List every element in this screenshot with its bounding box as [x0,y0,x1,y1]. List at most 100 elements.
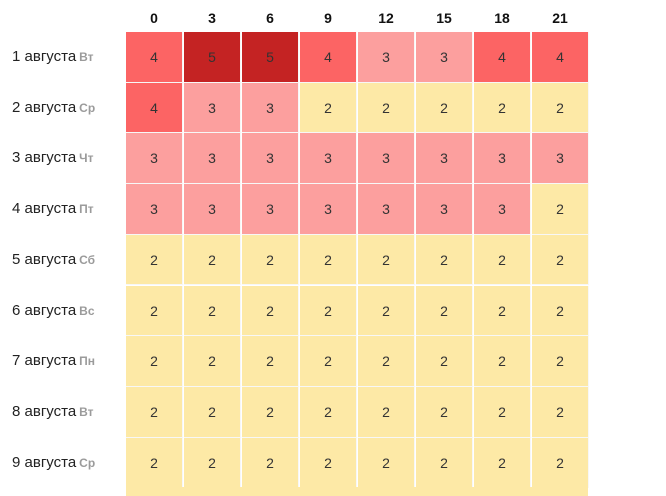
day-date: 3 августа [12,149,77,167]
forecast-cell: 2 [126,437,183,489]
forecast-cell: 2 [184,285,241,337]
forecast-cell: 2 [416,336,473,387]
forecast-cell: 2 [474,234,531,286]
forecast-cell: 2 [358,336,415,387]
forecast-cell: 4 [126,32,183,83]
forecast-cell: 2 [532,184,589,235]
forecast-cell: 3 [532,133,589,185]
forecast-cell: 2 [416,386,473,438]
day-weekday: Пн [79,354,96,369]
forecast-cell: 2 [242,285,299,337]
day-label: 1 августа Вт [12,32,124,82]
forecast-cell: 2 [358,285,415,337]
day-date: 8 августа [12,402,77,420]
next-row-partial [126,487,588,496]
forecast-cell: 3 [358,32,415,83]
hour-header: 21 [552,10,568,26]
forecast-cell: 3 [184,82,241,134]
forecast-cell: 3 [126,133,183,185]
forecast-cell: 2 [300,234,357,286]
forecast-cell: 3 [242,184,299,235]
day-weekday: Сб [79,252,96,267]
forecast-cell: 2 [126,234,183,286]
forecast-cell: 3 [242,133,299,185]
forecast-cell: 2 [358,82,415,134]
forecast-cell: 2 [532,234,589,286]
day-date: 2 августа [12,98,77,116]
day-label: 8 августа Вт [12,387,124,437]
forecast-cell: 2 [300,285,357,337]
day-date: 5 августа [12,250,77,268]
forecast-cell: 2 [416,82,473,134]
forecast-cell: 2 [300,386,357,438]
forecast-cell: 2 [242,234,299,286]
forecast-cell: 4 [532,32,589,83]
forecast-cell: 2 [184,234,241,286]
forecast-cell: 2 [126,285,183,337]
hour-header: 15 [436,10,452,26]
forecast-cell: 3 [358,184,415,235]
hour-header: 18 [494,10,510,26]
day-date: 9 августа [12,453,77,471]
forecast-cell: 3 [358,133,415,185]
forecast-cell: 2 [532,285,589,337]
day-label: 7 августа Пн [12,336,124,386]
forecast-cell: 2 [532,386,589,438]
forecast-cell: 2 [242,386,299,438]
forecast-cell: 2 [474,336,531,387]
day-label: 3 августа Чт [12,133,124,183]
forecast-cell: 2 [126,386,183,438]
hour-header: 6 [266,10,274,26]
day-date: 6 августа [12,301,77,319]
forecast-cell: 2 [474,285,531,337]
forecast-cell: 2 [532,336,589,387]
forecast-cell: 3 [416,184,473,235]
forecast-cell: 2 [300,82,357,134]
day-date: 4 августа [12,200,77,218]
forecast-cell: 3 [242,82,299,134]
day-weekday: Вт [79,50,94,64]
day-date: 7 августа [12,352,77,370]
forecast-cell: 2 [416,285,473,337]
forecast-cell: 3 [184,184,241,235]
day-label: 6 августа Вс [12,286,124,336]
forecast-cell: 3 [300,133,357,185]
day-weekday: Вс [79,303,95,318]
forecast-cell: 2 [474,437,531,489]
day-label: 5 августа Сб [12,235,124,285]
forecast-cell: 2 [532,437,589,489]
forecast-cell: 3 [416,133,473,185]
hour-header: 9 [324,10,332,26]
forecast-cell: 2 [300,437,357,489]
day-label: 9 августа Ср [12,438,124,488]
forecast-cell: 2 [532,82,589,134]
forecast-cell: 4 [300,32,357,83]
day-weekday: Ср [79,100,96,115]
forecast-cell: 2 [126,336,183,387]
hour-header: 3 [208,10,216,26]
forecast-cell: 5 [242,32,299,83]
day-weekday: Вт [79,404,94,419]
forecast-cell: 4 [474,32,531,83]
forecast-cell: 2 [242,437,299,489]
forecast-cell: 3 [474,133,531,185]
forecast-cell: 2 [416,437,473,489]
forecast-cell: 2 [300,336,357,387]
forecast-cell: 3 [416,32,473,83]
forecast-cell: 2 [242,336,299,387]
forecast-cell: 5 [184,32,241,83]
forecast-cell: 2 [416,234,473,286]
forecast-cell: 2 [358,234,415,286]
forecast-cell: 3 [300,184,357,235]
forecast-cell: 2 [358,386,415,438]
day-label: 2 августа Ср [12,83,124,133]
day-date: 1 августа [12,48,77,65]
day-weekday: Чт [79,151,94,166]
day-weekday: Ср [79,455,96,470]
forecast-cell: 2 [184,437,241,489]
forecast-cell: 2 [474,386,531,438]
day-label: 4 августа Пт [12,184,124,234]
hour-header: 0 [150,10,158,26]
forecast-cell: 4 [126,82,183,134]
